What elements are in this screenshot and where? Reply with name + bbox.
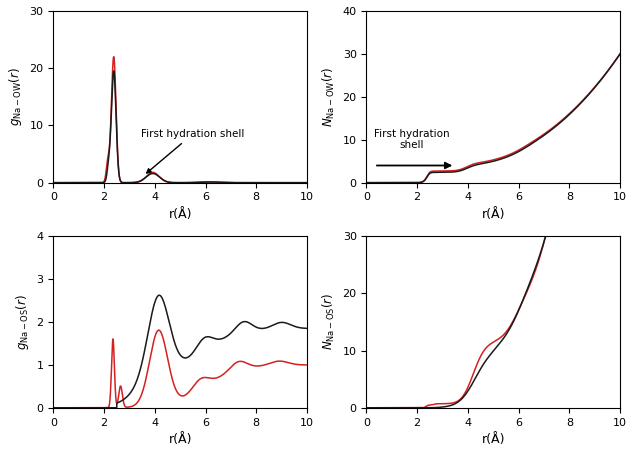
X-axis label: r(Å): r(Å) <box>169 208 192 221</box>
Text: First hydration shell: First hydration shell <box>141 129 245 173</box>
Text: First hydration
shell: First hydration shell <box>374 129 450 150</box>
X-axis label: r(Å): r(Å) <box>481 208 505 221</box>
Y-axis label: $N_{\mathrm{Na-OW}}(r)$: $N_{\mathrm{Na-OW}}(r)$ <box>321 67 337 127</box>
Y-axis label: $N_{\mathrm{Na-OS}}(r)$: $N_{\mathrm{Na-OS}}(r)$ <box>321 294 337 351</box>
X-axis label: r(Å): r(Å) <box>481 433 505 446</box>
Y-axis label: $g_{\mathrm{Na-OW}}(r)$: $g_{\mathrm{Na-OW}}(r)$ <box>7 67 24 126</box>
Y-axis label: $g_{\mathrm{Na-OS}}(r)$: $g_{\mathrm{Na-OS}}(r)$ <box>14 294 31 350</box>
X-axis label: r(Å): r(Å) <box>169 433 192 446</box>
